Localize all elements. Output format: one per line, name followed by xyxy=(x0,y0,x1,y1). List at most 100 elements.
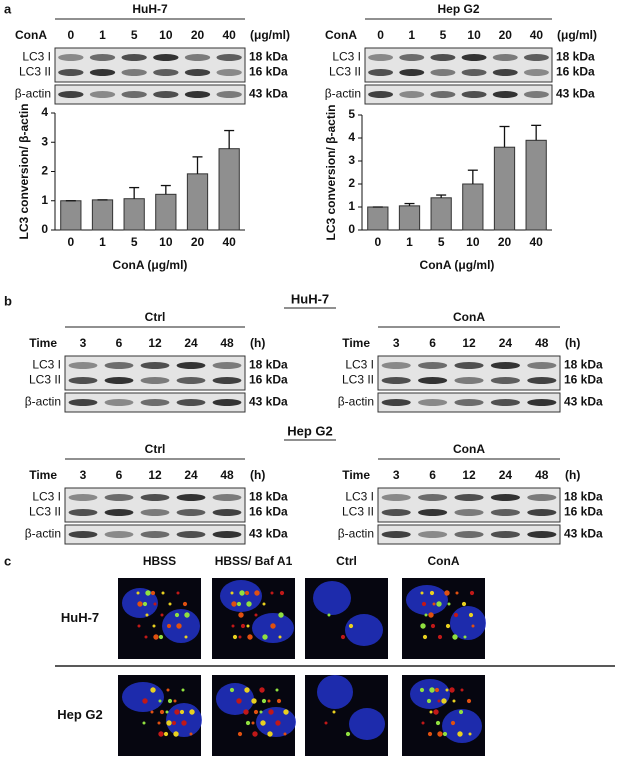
puncta xyxy=(182,601,188,607)
lane-header: ConA xyxy=(325,28,357,42)
puncta xyxy=(445,623,451,629)
band-size: 16 kDa xyxy=(249,505,288,519)
puncta xyxy=(184,635,188,639)
puncta xyxy=(137,624,141,628)
nucleus xyxy=(122,682,164,712)
puncta xyxy=(244,590,250,596)
band xyxy=(454,509,484,516)
band-name: LC3 II xyxy=(342,505,374,519)
band xyxy=(212,494,242,501)
band xyxy=(68,494,98,501)
band-name: LC3 I xyxy=(22,50,51,64)
band xyxy=(216,69,242,76)
band xyxy=(184,69,211,76)
puncta xyxy=(275,688,279,692)
band xyxy=(212,399,242,406)
band xyxy=(104,531,134,538)
puncta xyxy=(471,624,475,628)
puncta xyxy=(427,731,433,737)
band xyxy=(490,531,520,538)
band xyxy=(418,399,448,406)
band-size: 18 kDa xyxy=(564,358,603,372)
band xyxy=(418,494,448,501)
lane-label: 0 xyxy=(67,28,74,42)
puncta xyxy=(429,710,433,714)
puncta xyxy=(238,635,242,639)
band xyxy=(68,362,98,369)
band-name: β-actin xyxy=(25,527,61,541)
bar xyxy=(462,183,484,231)
band xyxy=(461,54,487,61)
blot-title: ConA xyxy=(453,442,485,456)
band xyxy=(104,399,134,406)
band xyxy=(527,377,557,384)
lane-label: 6 xyxy=(116,468,123,482)
band xyxy=(104,377,134,384)
band xyxy=(527,509,557,516)
band xyxy=(176,377,206,384)
puncta xyxy=(254,613,258,617)
blot-strip xyxy=(54,84,246,105)
bar xyxy=(525,139,547,231)
lane-label: 5 xyxy=(440,28,447,42)
puncta xyxy=(150,687,156,693)
band-name: LC3 II xyxy=(29,505,61,519)
band-name: β-actin xyxy=(325,87,361,101)
puncta xyxy=(421,721,425,725)
puncta xyxy=(450,720,456,726)
puncta xyxy=(237,731,243,737)
puncta xyxy=(261,698,267,704)
band xyxy=(368,54,394,61)
band xyxy=(140,399,170,406)
panel-label: b xyxy=(4,293,12,308)
puncta xyxy=(437,731,443,737)
row-label: Hep G2 xyxy=(57,707,103,722)
band xyxy=(140,509,170,516)
lane-label: 10 xyxy=(467,28,481,42)
band xyxy=(418,362,448,369)
puncta xyxy=(435,720,441,726)
puncta xyxy=(231,624,235,628)
unit-label: (h) xyxy=(250,336,265,350)
puncta xyxy=(163,731,169,737)
band xyxy=(399,54,425,61)
band xyxy=(89,54,116,61)
puncta xyxy=(455,591,459,595)
puncta xyxy=(150,710,154,714)
band xyxy=(418,531,448,538)
puncta xyxy=(173,731,179,737)
band-size: 18 kDa xyxy=(556,50,595,64)
y-tick-label: 2 xyxy=(348,176,355,190)
band xyxy=(176,362,206,369)
puncta xyxy=(189,709,195,715)
band xyxy=(121,69,147,76)
puncta xyxy=(236,601,242,607)
band-size: 43 kDa xyxy=(249,87,288,101)
band xyxy=(104,494,134,501)
puncta xyxy=(449,687,455,693)
puncta xyxy=(422,634,428,640)
puncta xyxy=(348,623,354,629)
puncta xyxy=(247,634,253,640)
band xyxy=(140,377,170,384)
lane-label: 40 xyxy=(530,28,544,42)
unit-label: (μg/ml) xyxy=(250,28,290,42)
unit-label: (h) xyxy=(565,468,580,482)
puncta xyxy=(144,635,148,639)
nucleus xyxy=(406,585,448,615)
lane-label: 48 xyxy=(220,336,234,350)
band xyxy=(368,69,394,76)
puncta xyxy=(340,634,346,640)
puncta xyxy=(463,635,467,639)
puncta xyxy=(437,699,441,703)
band xyxy=(104,362,134,369)
band xyxy=(140,531,170,538)
band-size: 18 kDa xyxy=(249,50,288,64)
band xyxy=(68,399,98,406)
puncta xyxy=(324,721,328,725)
puncta xyxy=(153,634,159,640)
band xyxy=(368,91,394,98)
puncta xyxy=(432,602,436,606)
lane-label: 24 xyxy=(499,468,513,482)
band xyxy=(176,509,206,516)
